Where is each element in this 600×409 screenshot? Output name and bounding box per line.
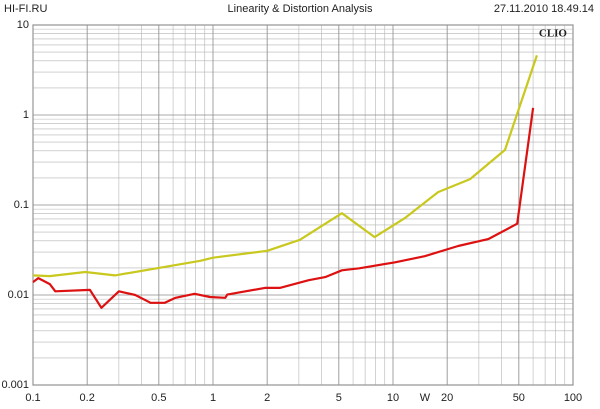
y-tick-label: 0.01 xyxy=(8,289,29,301)
x-axis-label: W xyxy=(420,392,431,404)
y-tick-label: 1 xyxy=(23,109,29,121)
series-line xyxy=(32,107,535,309)
brand-label: CLIO xyxy=(539,28,568,40)
x-tick-label: 0.5 xyxy=(151,392,166,404)
chart-title: Linearity & Distortion Analysis xyxy=(228,3,373,15)
site-label: HI-FI.RU xyxy=(4,3,47,15)
y-tick-label: 0.001 xyxy=(1,379,29,391)
x-tick-label: 5 xyxy=(336,392,342,404)
x-tick-label: 0.2 xyxy=(80,392,95,404)
x-tick-label: 10 xyxy=(387,392,399,404)
x-tick-label: 20 xyxy=(441,392,453,404)
y-tick-label: 10 xyxy=(17,19,29,31)
x-tick-label: 50 xyxy=(513,392,525,404)
series-line xyxy=(32,55,538,278)
timestamp: 27.11.2010 18.49.14 xyxy=(494,3,594,15)
x-tick-label: 2 xyxy=(264,392,270,404)
x-tick-label: 1 xyxy=(210,392,216,404)
y-tick-label: 0.1 xyxy=(14,199,29,211)
x-tick-label: 100 xyxy=(564,392,582,404)
x-tick-label: 0.1 xyxy=(25,392,40,404)
